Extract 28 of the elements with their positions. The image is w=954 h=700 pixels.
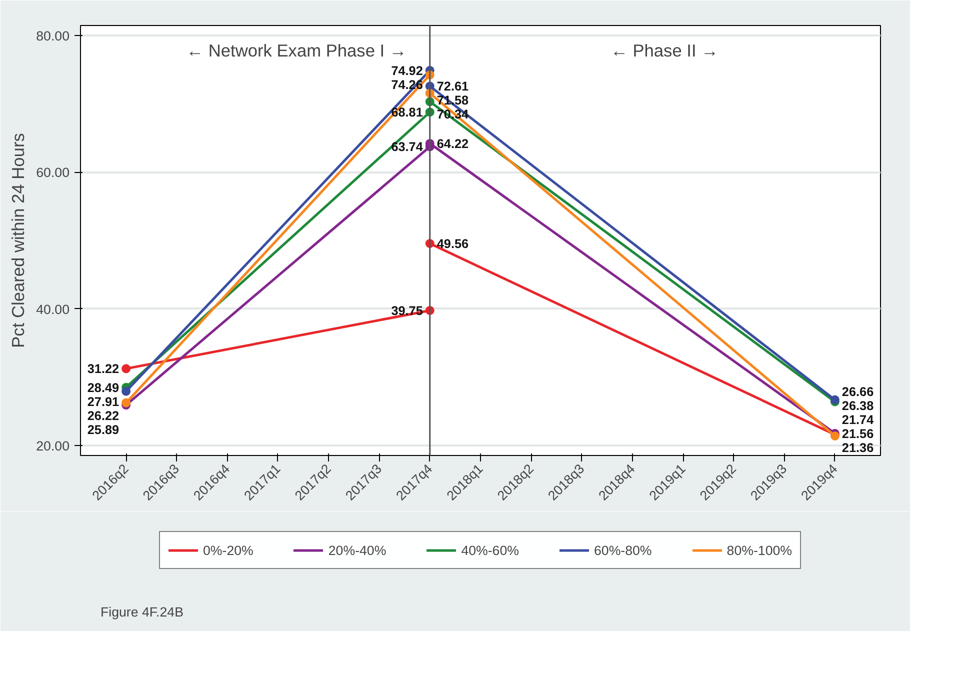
data-label: 21.36 [842, 441, 874, 455]
y-tick-label: 20.00 [36, 438, 70, 454]
y-tick-label: 60.00 [36, 165, 70, 180]
data-label: 26.22 [87, 408, 120, 423]
annotation: ← Network Exam Phase I → [186, 40, 407, 60]
annotation: ← Phase II → [610, 40, 718, 60]
legend-label: 80%-100% [726, 542, 792, 558]
data-label: 49.56 [436, 237, 469, 252]
legend-label: 0%-20% [203, 542, 254, 558]
legend-label: 20%-40% [328, 542, 386, 558]
legend-label: 60%-80% [594, 542, 652, 558]
y-tick-label: 40.00 [36, 302, 70, 317]
data-label: 26.66 [842, 385, 874, 399]
data-label: 72.61 [436, 80, 469, 94]
data-label: 64.22 [436, 136, 469, 151]
y-axis-title: Pct Cleared within 24 Hours [8, 132, 28, 348]
data-label: 27.91 [87, 394, 120, 409]
y-tick-label: 80.00 [36, 28, 70, 44]
data-label: 63.74 [391, 140, 423, 154]
data-label: 28.49 [87, 380, 120, 395]
data-label: 21.74 [842, 413, 874, 427]
data-label: 21.56 [842, 427, 874, 441]
data-label: 26.38 [842, 399, 874, 413]
caption: Figure 4F.24B [100, 604, 184, 620]
legend-label: 40%-60% [461, 542, 519, 558]
data-label: 31.22 [87, 362, 120, 376]
data-label: 74.92 [391, 64, 423, 78]
data-label: 25.89 [87, 422, 120, 437]
